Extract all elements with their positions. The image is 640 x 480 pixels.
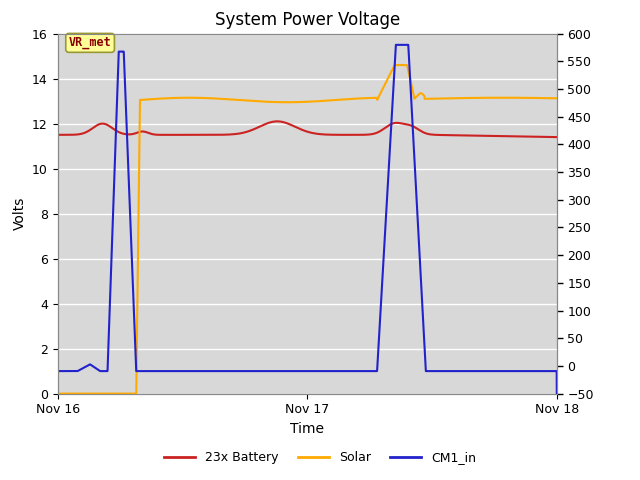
Y-axis label: Volts: Volts — [12, 197, 26, 230]
X-axis label: Time: Time — [290, 422, 324, 436]
Legend: 23x Battery, Solar, CM1_in: 23x Battery, Solar, CM1_in — [159, 446, 481, 469]
Title: System Power Voltage: System Power Voltage — [214, 11, 400, 29]
Text: VR_met: VR_met — [68, 36, 111, 49]
